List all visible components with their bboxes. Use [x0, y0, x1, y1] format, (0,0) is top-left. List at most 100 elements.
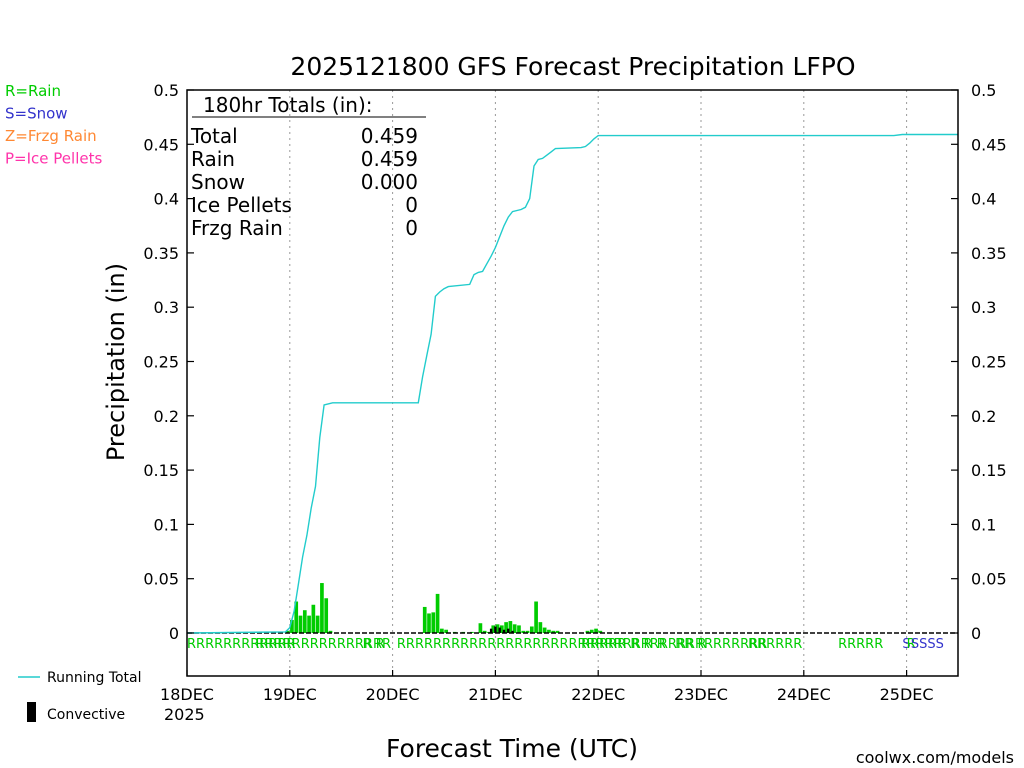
- precip-bar: [435, 593, 440, 633]
- x-tick-label: 18DEC: [160, 685, 214, 704]
- x-tick-label: 21DEC: [468, 685, 522, 704]
- y-tick-label-left: 0.25: [143, 353, 179, 372]
- y-tick-label-right: 0.5: [971, 81, 996, 100]
- running-total-legend: Running Total: [18, 670, 142, 686]
- precip-bar: [499, 625, 504, 633]
- y-tick-label-left: 0: [169, 624, 179, 643]
- precip-bar: [585, 630, 590, 633]
- x-tick-label: 23DEC: [674, 685, 728, 704]
- precip-bar: [517, 625, 521, 633]
- precip-bar: [482, 630, 487, 633]
- precip-bar: [324, 598, 329, 633]
- convective-bar: [494, 626, 497, 633]
- precip-bar: [422, 606, 427, 633]
- ptype-legend-item: P=Ice Pellets: [5, 150, 102, 168]
- grid-lines: [289, 90, 908, 676]
- convective-label: Convective: [47, 707, 125, 723]
- y-tick-label-right: 0.2: [971, 407, 996, 426]
- precip-bar: [555, 630, 560, 633]
- precip-bar: [298, 615, 303, 633]
- precip-type-row: RRRRRRRRRRRRRRRRRRRRRRRRRRRR R RRRRRRRRRR…: [187, 637, 944, 652]
- y-tick-label-left: 0.35: [143, 244, 179, 263]
- precip-bar: [427, 613, 431, 633]
- x-tick-label: 24DEC: [777, 685, 831, 704]
- totals-row-value: 0.459: [361, 124, 418, 148]
- precip-bar: [315, 615, 320, 633]
- precip-bar: [529, 626, 534, 633]
- precip-bar: [320, 583, 324, 633]
- y-tick-label-right: 0.1: [971, 515, 996, 534]
- ptype-letters: R: [907, 637, 916, 652]
- y-tick-label-right: 0.35: [971, 244, 1007, 263]
- precip-bar: [598, 630, 603, 633]
- y-tick-label-right: 0.4: [971, 190, 996, 209]
- precip-bar: [444, 629, 448, 633]
- ptype-letters: RRRRRRRRRRRR: [187, 637, 295, 652]
- convective-swatch: [27, 702, 36, 722]
- y-tick-label-right: 0: [971, 624, 981, 643]
- precip-bar: [478, 623, 483, 633]
- totals-row-label: Ice Pellets: [191, 193, 292, 217]
- y-tick-label-right: 0.05: [971, 570, 1007, 589]
- precip-bar: [589, 629, 594, 633]
- precip-bar: [534, 601, 538, 633]
- totals-box: 180hr Totals (in): Total 0.459 Rain 0.459 Sn…: [190, 93, 426, 240]
- convective-legend: Convective: [27, 702, 125, 723]
- y-tick-label-left: 0.05: [143, 570, 179, 589]
- x-axis: 18DEC 19DEC 20DEC 21DEC 22DEC 23DEC 24DEC 25DEC: [160, 670, 934, 704]
- totals-row-value: 0.000: [361, 170, 418, 194]
- y-axis-title: Precipitation (in): [102, 263, 130, 461]
- ptype-letters: RRRRRRRRRRRRRRR: [256, 637, 391, 652]
- y-tick-label-left: 0.1: [154, 515, 179, 534]
- totals-row-value: 0: [405, 193, 418, 217]
- x-tick-label: 19DEC: [263, 685, 317, 704]
- precip-bar: [307, 615, 311, 633]
- ptype-legend-item: Z=Frzg Rain: [5, 127, 97, 145]
- ptype-letters: RRRRR: [838, 637, 883, 652]
- precip-bar: [504, 622, 508, 633]
- y-tick-label-right: 0.15: [971, 461, 1007, 480]
- precip-bar: [431, 612, 436, 633]
- convective-bars: [489, 626, 514, 633]
- convective-bar: [498, 627, 501, 633]
- totals-row-value: 0.459: [361, 147, 418, 171]
- ptype-letters: RRRRR R R R: [581, 637, 666, 652]
- convective-bar: [511, 630, 514, 633]
- x-axis-title: Forecast Time (UTC): [386, 734, 638, 763]
- running-total-label: Running Total: [47, 670, 142, 686]
- precip-bar: [508, 621, 513, 633]
- y-tick-label-right: 0.3: [971, 298, 996, 317]
- totals-row-label: Rain: [191, 147, 235, 171]
- precip-bar: [495, 624, 500, 633]
- y-tick-label-left: 0.3: [154, 298, 179, 317]
- y-tick-label-left: 0.15: [143, 461, 179, 480]
- ptype-legend: R=Rain S=Snow Z=Frzg Rain P=Ice Pellets: [5, 82, 102, 168]
- precip-bar: [491, 625, 496, 633]
- precip-bar: [294, 601, 299, 633]
- y-axis-left: 0 0.05 0.1 0.15 0.2 0.25 0.3 0.35 0.4 0.45 0.5: [143, 81, 194, 643]
- totals-row-label: Total: [190, 124, 238, 148]
- credit-text: coolwx.com/models: [856, 748, 1014, 767]
- precip-bar: [538, 622, 543, 633]
- x-tick-label: 25DEC: [880, 685, 934, 704]
- precip-bar: [521, 630, 526, 633]
- precip-bar: [311, 604, 316, 633]
- y-tick-label-left: 0.2: [154, 407, 179, 426]
- y-axis-right: 0 0.05 0.1 0.15 0.2 0.25 0.3 0.35 0.4 0.45 0.5: [951, 81, 1007, 643]
- precip-bar: [328, 630, 333, 633]
- precip-bar: [547, 629, 551, 633]
- totals-heading: 180hr Totals (in):: [203, 93, 373, 117]
- precip-bar: [290, 619, 294, 633]
- plot-frame: [186, 89, 959, 677]
- ptype-letters: S: [902, 637, 910, 652]
- precip-bar: [525, 630, 530, 633]
- totals-row-value: 0: [405, 216, 418, 240]
- precip-bar: [302, 610, 307, 633]
- totals-row-label: Snow: [191, 170, 245, 194]
- y-tick-label-left: 0.4: [154, 190, 179, 209]
- chart-title: 2025121800 GFS Forecast Precipitation LF…: [290, 52, 855, 81]
- precip-bars: [285, 583, 603, 633]
- convective-bar: [489, 628, 493, 633]
- convective-bar: [502, 629, 506, 633]
